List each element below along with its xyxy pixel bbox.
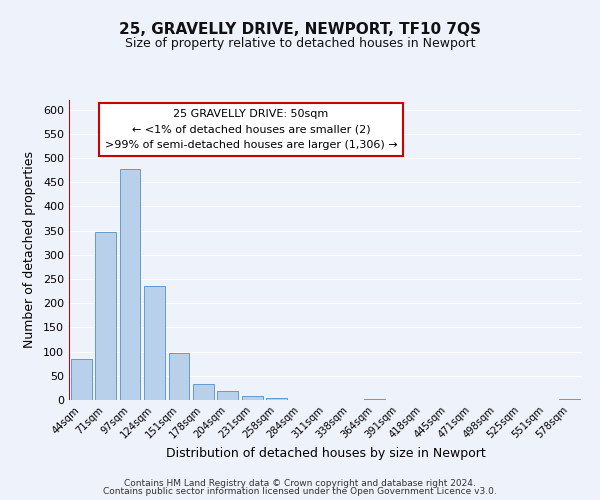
Bar bbox=[242, 396, 263, 400]
Bar bbox=[266, 398, 287, 400]
Bar bbox=[364, 399, 385, 400]
Bar bbox=[169, 353, 190, 400]
Bar bbox=[144, 286, 165, 400]
Bar bbox=[119, 169, 140, 400]
Text: Contains public sector information licensed under the Open Government Licence v3: Contains public sector information licen… bbox=[103, 487, 497, 496]
Text: Contains HM Land Registry data © Crown copyright and database right 2024.: Contains HM Land Registry data © Crown c… bbox=[124, 478, 476, 488]
Bar bbox=[559, 399, 580, 400]
Text: Size of property relative to detached houses in Newport: Size of property relative to detached ho… bbox=[125, 38, 475, 51]
Text: 25, GRAVELLY DRIVE, NEWPORT, TF10 7QS: 25, GRAVELLY DRIVE, NEWPORT, TF10 7QS bbox=[119, 22, 481, 38]
Y-axis label: Number of detached properties: Number of detached properties bbox=[23, 152, 36, 348]
Bar bbox=[71, 360, 92, 400]
Bar bbox=[193, 384, 214, 400]
X-axis label: Distribution of detached houses by size in Newport: Distribution of detached houses by size … bbox=[166, 448, 485, 460]
Text: 25 GRAVELLY DRIVE: 50sqm
← <1% of detached houses are smaller (2)
>99% of semi-d: 25 GRAVELLY DRIVE: 50sqm ← <1% of detach… bbox=[105, 109, 397, 150]
Bar bbox=[95, 232, 116, 400]
Bar bbox=[217, 392, 238, 400]
